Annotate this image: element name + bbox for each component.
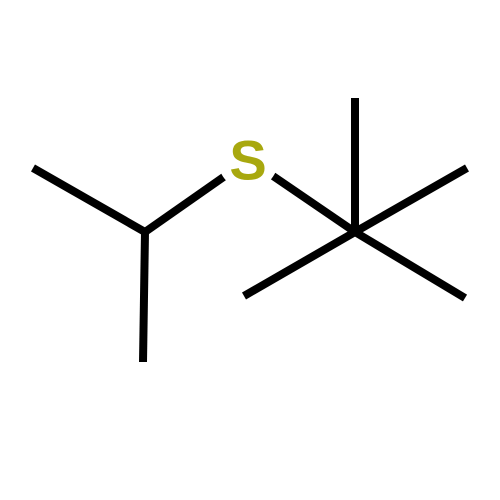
bond-line	[273, 176, 355, 232]
bond-line	[244, 232, 355, 296]
bond-line	[355, 168, 467, 232]
bond-line	[355, 232, 465, 298]
bond-line	[33, 168, 145, 232]
bond-line	[145, 176, 225, 232]
atoms-group: S	[218, 129, 278, 192]
sulfur-atom-label: S	[229, 129, 266, 192]
bond-line	[143, 232, 145, 362]
molecule-canvas: S	[0, 0, 500, 500]
